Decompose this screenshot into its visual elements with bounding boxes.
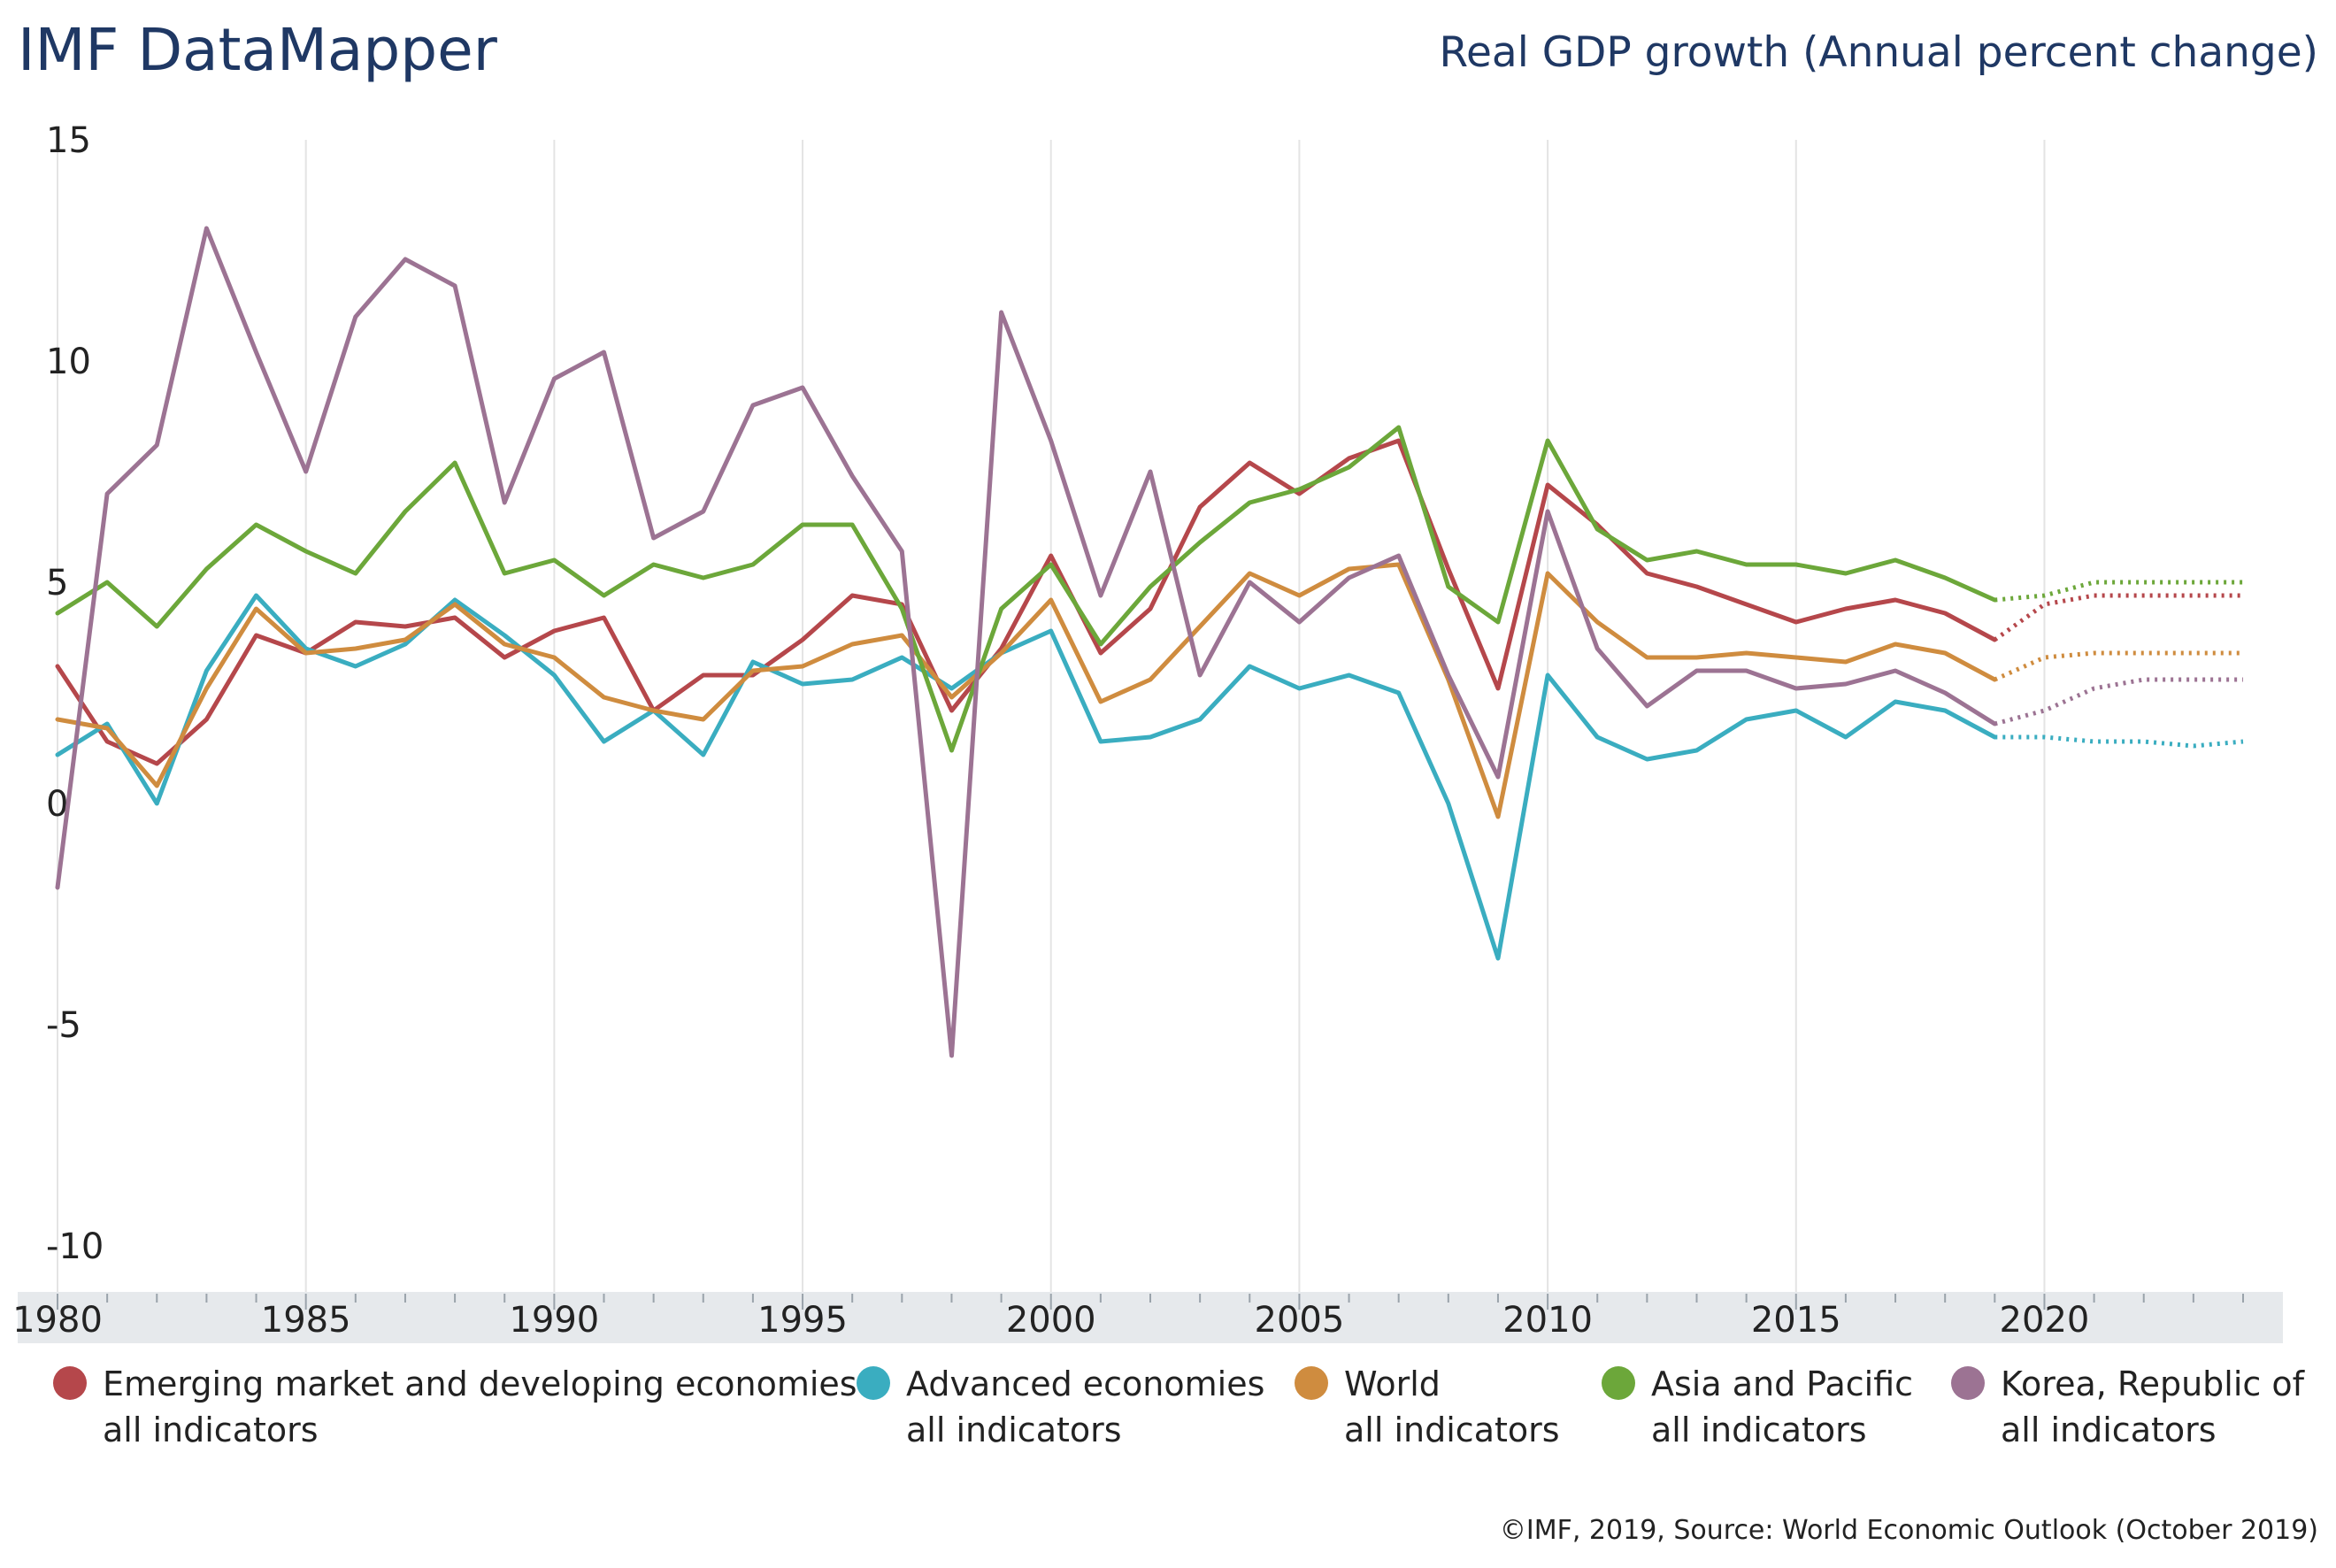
legend-dot-icon [1602, 1366, 1635, 1400]
legend-item-emerging[interactable]: Emerging market and developing economies… [53, 1361, 857, 1453]
legend-item-advanced[interactable]: Advanced economies all indicators [857, 1361, 1264, 1453]
x-axis-ticks: 1980 1985 1990 1995 2000 2005 2010 2015 2020 [12, 1294, 2244, 1341]
series-forecast-world[interactable] [1994, 650, 2243, 682]
x-tick-label-1985: 1985 [261, 1300, 351, 1341]
x-tick-label-2010: 2010 [1502, 1300, 1593, 1341]
x-tick-label-2000: 2000 [1006, 1300, 1096, 1341]
legend-sublabel: all indicators [103, 1410, 319, 1449]
x-tick-label-2015: 2015 [1751, 1300, 1841, 1341]
series-lines [55, 226, 2244, 1058]
legend-dot-icon [857, 1366, 890, 1400]
legend-label: World [1344, 1364, 1441, 1403]
series-forecast-advanced-economies[interactable] [1994, 734, 2244, 749]
legend-label: Emerging market and developing economies [103, 1364, 857, 1403]
series-line-advanced-economies[interactable] [55, 593, 1997, 961]
legend: Emerging market and developing economies… [53, 1361, 2304, 1467]
series-forecast-emerging-market-and-developing-economies[interactable] [1993, 593, 2243, 642]
grid-lines [57, 140, 2046, 1292]
series-forecast-asia-and-pacific[interactable] [1994, 580, 2243, 603]
legend-sublabel: all indicators [906, 1410, 1122, 1449]
legend-item-world[interactable]: World all indicators [1295, 1361, 1560, 1453]
chart-title: Real GDP growth (Annual percent change) [1439, 28, 2318, 77]
series-line-asia-and-pacific[interactable] [55, 425, 1997, 753]
legend-item-korea[interactable]: Korea, Republic of all indicators [1951, 1361, 2304, 1453]
source-credit: ©IMF, 2019, Source: World Economic Outlo… [1499, 1515, 2318, 1546]
series-line-korea-republic-of[interactable] [55, 226, 1997, 1058]
x-tick-label-1990: 1990 [509, 1300, 599, 1341]
y-tick-label-neg5: -5 [46, 1005, 81, 1046]
legend-label: Advanced economies [906, 1364, 1265, 1403]
legend-dot-icon [1951, 1366, 1985, 1400]
legend-label: Korea, Republic of [2001, 1364, 2305, 1403]
x-tick-label-1995: 1995 [757, 1300, 848, 1341]
x-tick-label-2020: 2020 [2000, 1300, 2090, 1341]
y-tick-label-15: 15 [46, 120, 91, 161]
legend-dot-icon [53, 1366, 87, 1400]
legend-dot-icon [1295, 1366, 1328, 1400]
x-tick-label-1980: 1980 [12, 1300, 103, 1341]
legend-sublabel: all indicators [2001, 1410, 2217, 1449]
y-tick-label-neg10: -10 [46, 1226, 104, 1267]
series-line-world[interactable] [55, 562, 1997, 819]
y-tick-label-5: 5 [46, 563, 68, 603]
series-line-emerging-market-and-developing-economies[interactable] [55, 438, 1997, 766]
legend-label: Asia and Pacific [1651, 1364, 1914, 1403]
legend-sublabel: all indicators [1344, 1410, 1560, 1449]
y-tick-label-10: 10 [46, 342, 91, 382]
x-tick-label-2005: 2005 [1255, 1300, 1345, 1341]
brand-title: IMF DataMapper [18, 16, 497, 84]
legend-item-asia-pacific[interactable]: Asia and Pacific all indicators [1602, 1361, 1913, 1453]
legend-sublabel: all indicators [1651, 1410, 1867, 1449]
series-forecast-korea-republic-of[interactable] [1994, 677, 2243, 726]
